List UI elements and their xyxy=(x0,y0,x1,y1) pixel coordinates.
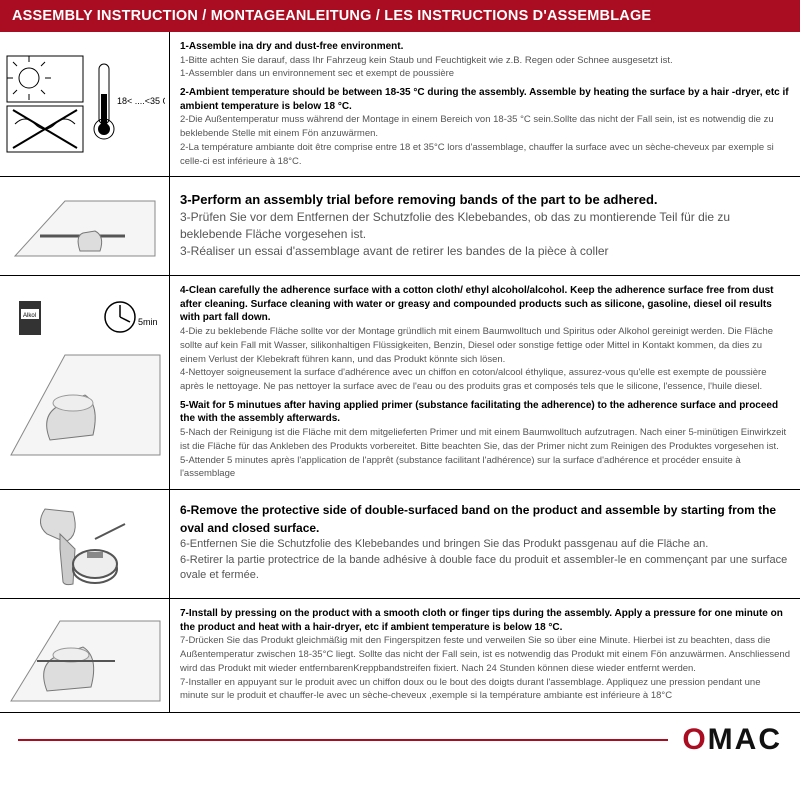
step-row-4: 6-Remove the protective side of double-s… xyxy=(0,490,800,599)
step-7-text: 7-Install by pressing on the product wit… xyxy=(170,599,800,712)
illustration-trial xyxy=(0,177,170,275)
step-4-5-text: 4-Clean carefully the adherence surface … xyxy=(170,276,800,489)
step-row-3: Alkol 5min 4-Clean carefully the adheren… xyxy=(0,276,800,490)
temp-range-label: 18< ....<35 C xyxy=(117,96,165,106)
header-title: ASSEMBLY INSTRUCTION / MONTAGEANLEITUNG … xyxy=(0,0,800,32)
step-3-text: 3-Perform an assembly trial before remov… xyxy=(170,177,800,275)
svg-text:5min: 5min xyxy=(138,317,158,327)
illustration-clean: Alkol 5min xyxy=(0,276,170,489)
step-row-5: 7-Install by pressing on the product wit… xyxy=(0,599,800,713)
step-1-2-text: 1-Assemble ina dry and dust-free environ… xyxy=(170,32,800,176)
footer-line xyxy=(18,739,668,741)
svg-text:Alkol: Alkol xyxy=(23,313,36,319)
step-6-text: 6-Remove the protective side of double-s… xyxy=(170,490,800,598)
brand-logo: OMAC xyxy=(682,723,782,757)
illustration-remove-band xyxy=(0,490,170,598)
illustration-environment: 18< ....<35 C xyxy=(0,32,170,176)
illustration-press xyxy=(0,599,170,712)
footer: OMAC xyxy=(0,713,800,771)
step-row-1: 18< ....<35 C 1-Assemble ina dry and dus… xyxy=(0,32,800,177)
step-row-2: 3-Perform an assembly trial before remov… xyxy=(0,177,800,276)
